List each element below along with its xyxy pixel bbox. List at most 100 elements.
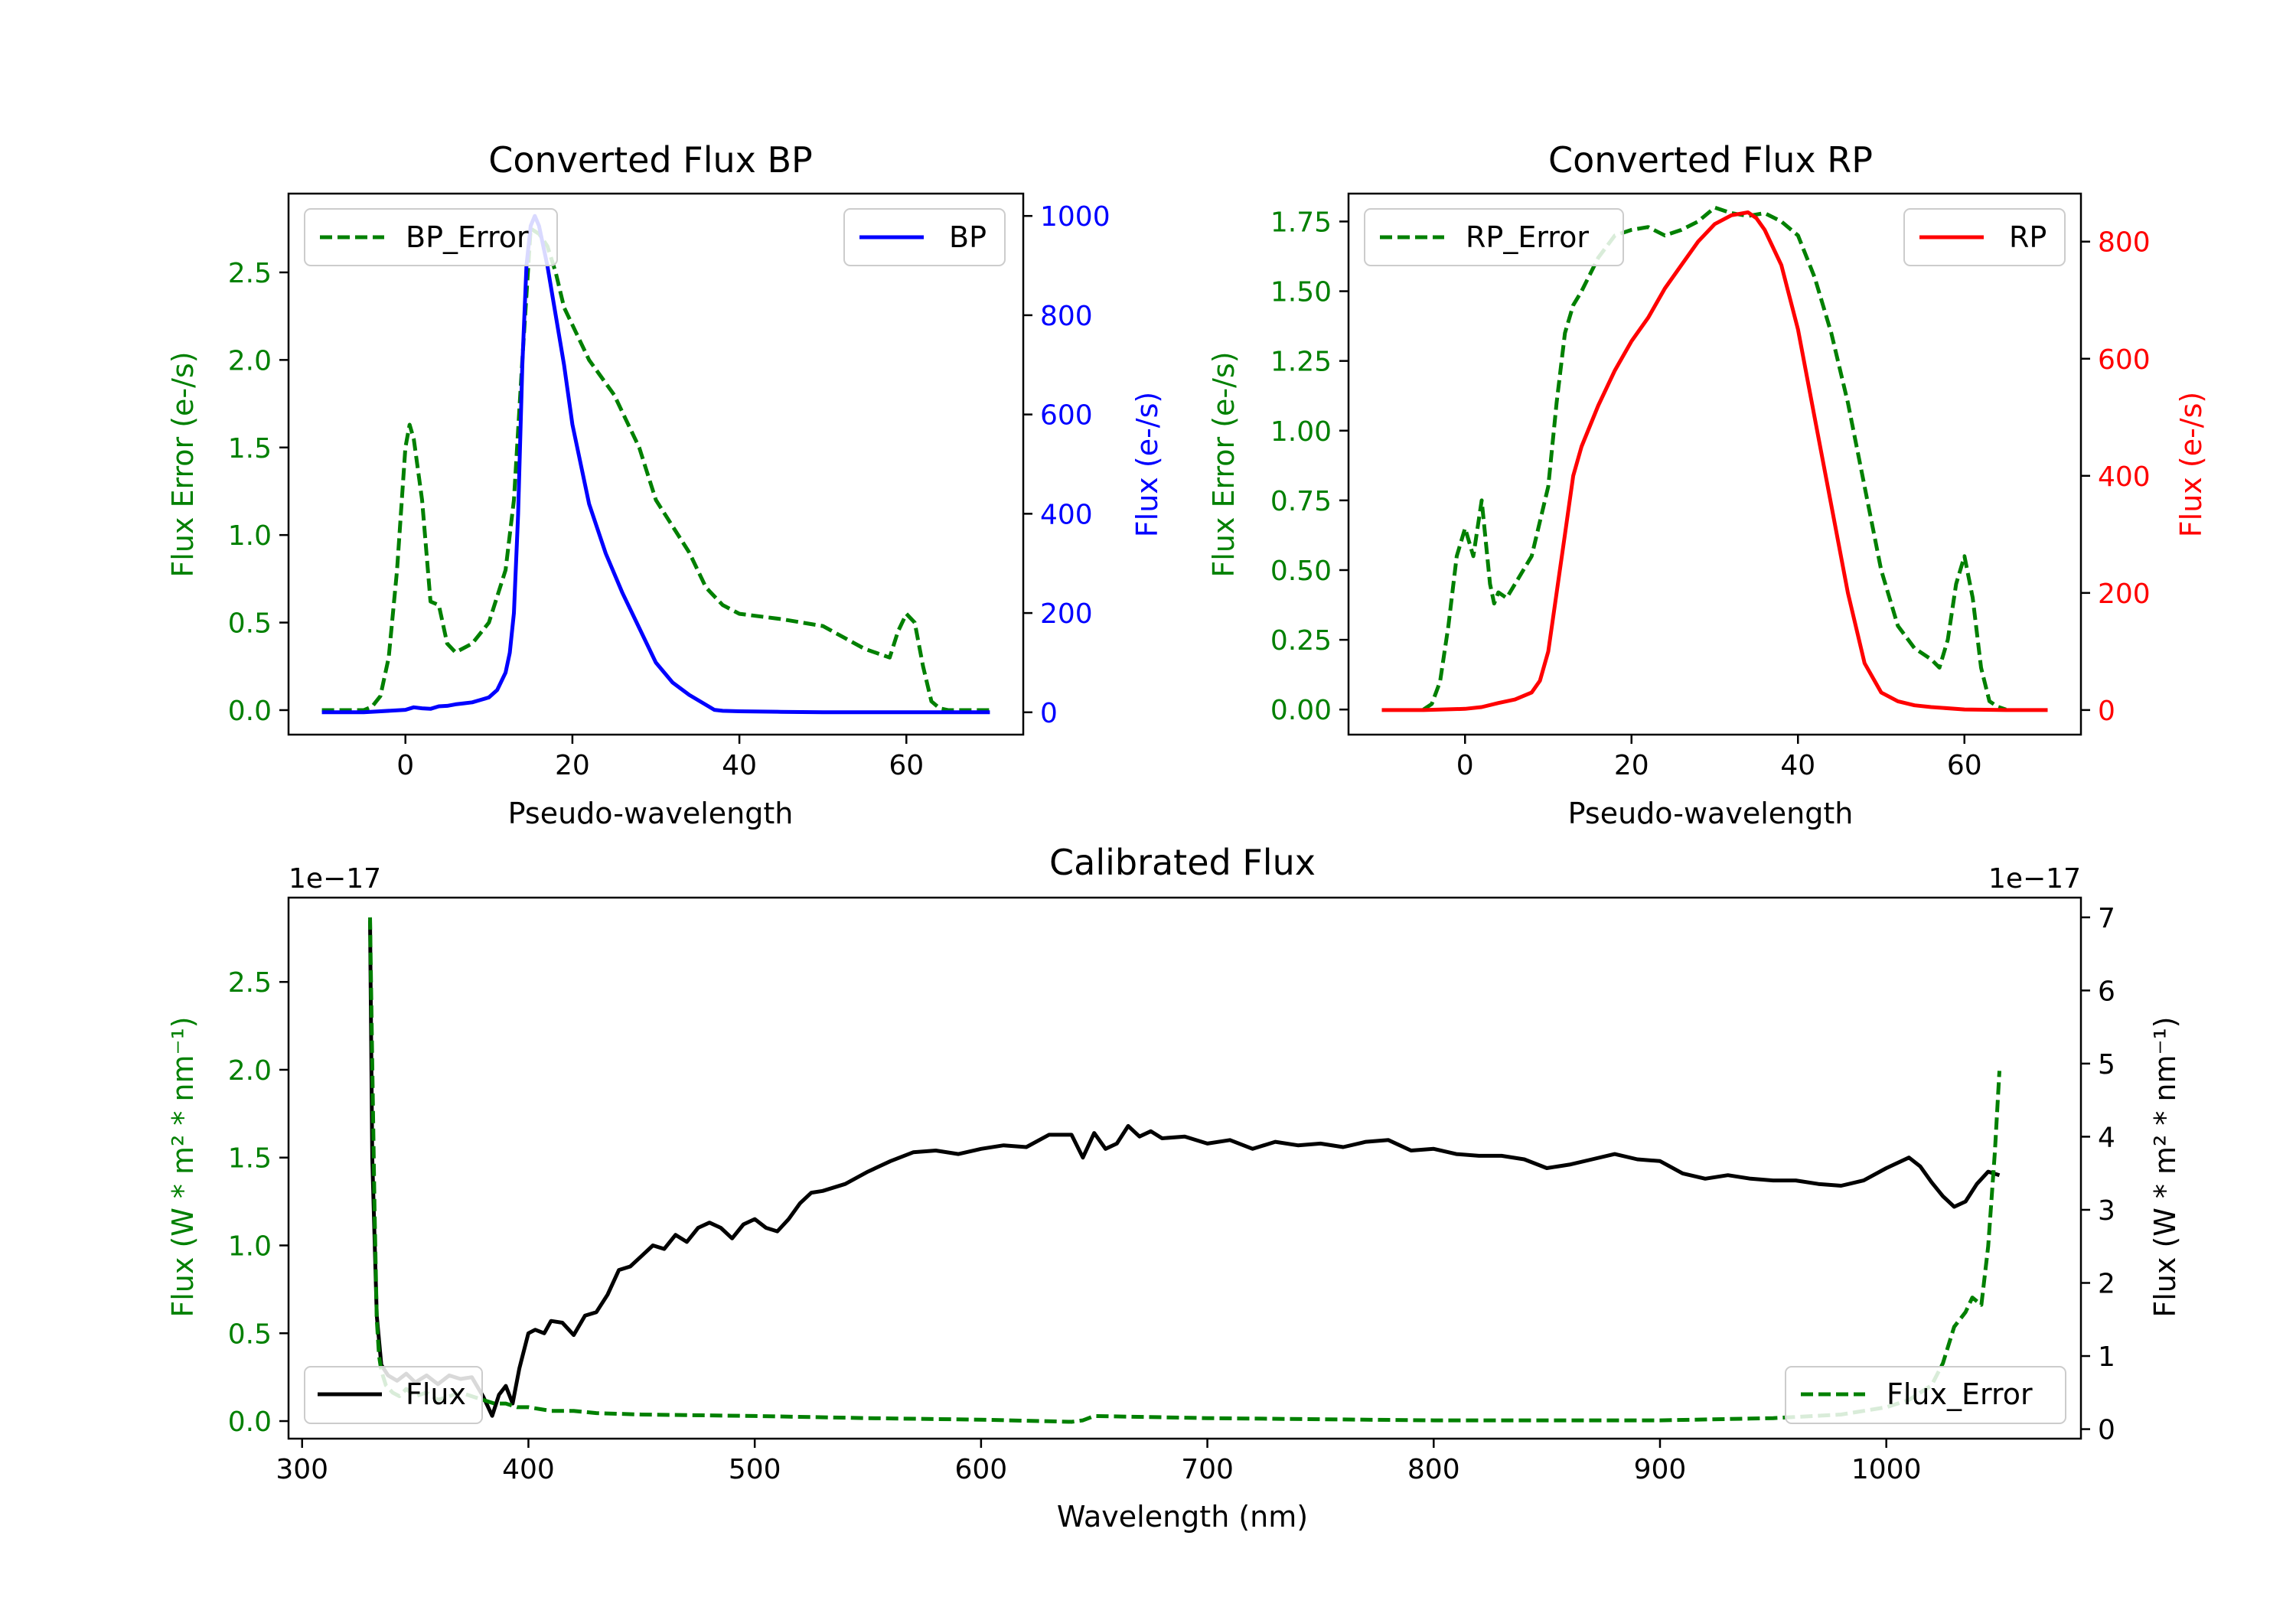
legend-error: RP_Error xyxy=(1364,208,1624,266)
y-tick-label-left: 1.75 xyxy=(1270,207,1332,238)
legend-box xyxy=(1785,1366,2066,1424)
y-tick-label-left: 1.00 xyxy=(1270,416,1332,448)
y-tick-label-right: 4 xyxy=(2098,1122,2115,1153)
plot-area xyxy=(368,917,2001,1424)
legend-label: RP_Error xyxy=(1466,220,1589,254)
chart-converted-flux-rp: Converted Flux RP 0 20 40 60 0.00 0.25 0.50 0.7… xyxy=(1207,139,2208,830)
y-tick-label-left: 1.5 xyxy=(228,1143,272,1175)
y-tick-label-left: 0.5 xyxy=(228,608,272,640)
y-axis-label-left: Flux Error (e-/s) xyxy=(1207,351,1241,577)
x-axis-label: Pseudo-wavelength xyxy=(1568,797,1854,830)
chart-calibrated-flux: Calibrated Flux 1e−17 1e−17 300 400 500 600… xyxy=(166,842,2182,1534)
y-tick-label-left: 0.50 xyxy=(1270,556,1332,587)
y-axis-label-left: Flux Error (e-/s) xyxy=(166,351,200,577)
chart-title: Calibrated Flux xyxy=(1049,842,1316,883)
x-tick-label: 300 xyxy=(276,1454,328,1485)
series-line-rp xyxy=(1381,210,2048,712)
axes-frame xyxy=(287,896,2082,1440)
y-tick-label-left: 2.0 xyxy=(228,1055,272,1087)
axes-frame xyxy=(287,192,1025,736)
y-tick-label-right: 0 xyxy=(2098,1415,2115,1446)
y-tick-label-right: 400 xyxy=(2098,461,2151,493)
y-tick-label-left: 1.0 xyxy=(228,1231,272,1263)
y-tick-label-right: 3 xyxy=(2098,1195,2115,1227)
x-tick-label: 500 xyxy=(729,1454,781,1485)
chart-title: Converted Flux RP xyxy=(1548,139,1873,181)
legend-box xyxy=(1903,208,2066,266)
y-tick-label-right: 6 xyxy=(2098,976,2115,1007)
y-tick-label-left: 0.75 xyxy=(1270,486,1332,517)
y-tick-label-right: 800 xyxy=(1040,301,1093,332)
legend-flux: Flux xyxy=(304,1366,483,1424)
plot-area xyxy=(1381,205,2048,712)
y-tick-label-right: 200 xyxy=(1040,598,1093,630)
y-tick-label-left: 0.0 xyxy=(228,1407,272,1438)
chart-title: Converted Flux BP xyxy=(488,139,813,181)
series-line-rp-error xyxy=(1422,205,2007,712)
legend-box xyxy=(304,208,558,266)
chart-converted-flux-bp: Converted Flux BP 0 20 40 60 0.0 0.5 1.0 1.5 2.0… xyxy=(166,139,1164,830)
y-tick-label-right: 600 xyxy=(2098,344,2151,376)
x-tick-label: 900 xyxy=(1634,1454,1687,1485)
y-tick-label-right: 0 xyxy=(2098,696,2115,727)
legend-error: Flux_Error xyxy=(1785,1366,2066,1424)
x-axis-label: Pseudo-wavelength xyxy=(508,797,794,830)
legend-label: Flux xyxy=(406,1377,466,1411)
x-tick-label: 20 xyxy=(1614,750,1649,781)
y-tick-label-right: 1 xyxy=(2098,1341,2115,1373)
legend-flux: RP xyxy=(1903,208,2066,266)
tick-layer: 300 400 500 600 700 800 900 1000 0.0 0.5 1.0 1.5 2.0… xyxy=(228,903,2115,1485)
y-tick-label-left: 0.00 xyxy=(1270,695,1332,726)
y-tick-label-right: 200 xyxy=(2098,579,2151,610)
legend-flux: BP xyxy=(843,208,1006,266)
x-tick-label: 0 xyxy=(396,750,414,781)
y-tick-label-right: 5 xyxy=(2098,1049,2115,1081)
y-axis-label-left: Flux (W * m² * nm⁻¹) xyxy=(166,1016,200,1317)
y-tick-label-right: 1000 xyxy=(1040,201,1110,233)
y-tick-label-right: 800 xyxy=(2098,227,2151,259)
y-tick-label-right: 0 xyxy=(1040,698,1058,729)
offset-text-right: 1e−17 xyxy=(1988,863,2081,895)
x-tick-label: 800 xyxy=(1407,1454,1460,1485)
y-tick-label-left: 2.0 xyxy=(228,345,272,376)
x-tick-label: 0 xyxy=(1456,750,1474,781)
y-tick-label-left: 1.50 xyxy=(1270,277,1332,308)
x-axis-label: Wavelength (nm) xyxy=(1057,1500,1308,1534)
legend-label: BP xyxy=(949,220,987,254)
series-line-bp xyxy=(321,214,990,715)
series-line-flux xyxy=(368,920,2001,1418)
tick-layer: 0 20 40 60 0.0 0.5 1.0 1.5 2.0 2.5 0 200 400 600 800 10… xyxy=(228,201,1110,781)
y-tick-label-left: 0.0 xyxy=(228,696,272,727)
y-tick-label-right: 600 xyxy=(1040,400,1093,432)
x-tick-label: 40 xyxy=(1780,750,1815,781)
legend-label: BP_Error xyxy=(406,220,529,254)
x-tick-label: 20 xyxy=(555,750,590,781)
y-tick-label-left: 2.5 xyxy=(228,258,272,289)
x-tick-label: 60 xyxy=(1947,750,1982,781)
x-tick-label: 40 xyxy=(722,750,757,781)
y-axis-label-right: Flux (e-/s) xyxy=(1130,392,1164,537)
tick-layer: 0 20 40 60 0.00 0.25 0.50 0.75 1.00 1.25 1.50 1.75 0… xyxy=(1270,207,2151,781)
y-axis-label-right: Flux (e-/s) xyxy=(2174,392,2208,537)
plot-area xyxy=(321,214,990,715)
axes-frame xyxy=(1347,192,2082,736)
y-tick-label-right: 7 xyxy=(2098,903,2115,934)
offset-text-left: 1e−17 xyxy=(289,863,381,895)
legend-box xyxy=(843,208,1006,266)
y-tick-label-right: 400 xyxy=(1040,499,1093,530)
x-tick-label: 60 xyxy=(889,750,924,781)
legend-box xyxy=(304,1366,483,1424)
legend-label: RP xyxy=(2009,220,2047,254)
legend-label: Flux_Error xyxy=(1887,1377,2033,1411)
y-tick-label-left: 0.25 xyxy=(1270,625,1332,657)
series-line-flux-error xyxy=(368,917,2001,1424)
x-tick-label: 700 xyxy=(1181,1454,1234,1485)
x-tick-label: 600 xyxy=(955,1454,1008,1485)
legend-error: BP_Error xyxy=(304,208,558,266)
y-tick-label-right: 2 xyxy=(2098,1268,2115,1299)
y-tick-label-left: 0.5 xyxy=(228,1319,272,1350)
x-tick-label: 400 xyxy=(502,1454,555,1485)
legend-box xyxy=(1364,208,1624,266)
y-tick-label-left: 1.5 xyxy=(228,433,272,464)
